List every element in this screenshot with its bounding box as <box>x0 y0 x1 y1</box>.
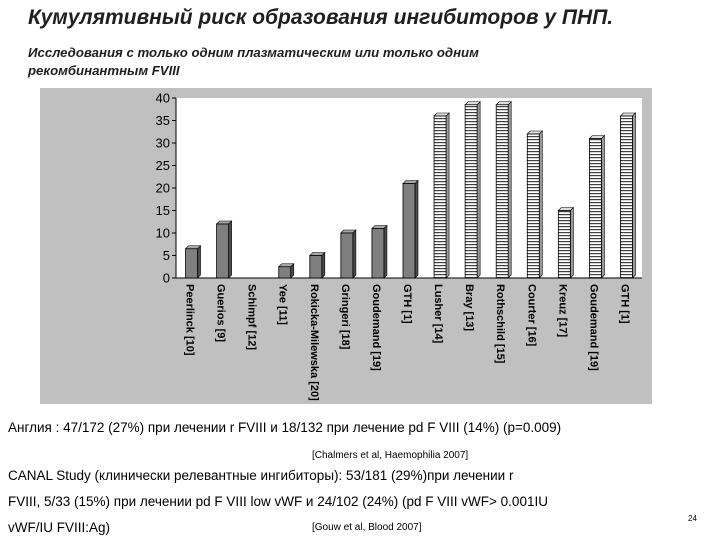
canal-study-line-3: vWF/IU FVIII:Ag) <box>8 520 111 535</box>
x-category-label: GTH [1] <box>618 284 630 324</box>
canal-study-line-1: CANAL Study (клинически релевантные инги… <box>8 468 514 483</box>
slide-subtitle: Исследования с только одним плазматическ… <box>28 44 688 80</box>
england-study-text: Англия : 47/172 (27%) при лечении r FVII… <box>8 420 562 435</box>
bar-side <box>507 101 512 279</box>
bar-side <box>445 112 450 279</box>
bar-top <box>433 112 450 117</box>
bar <box>620 115 633 279</box>
bar-side <box>601 134 605 279</box>
bar-top <box>278 263 295 268</box>
bar <box>340 232 354 279</box>
x-category-label: Peerlinck [10] <box>184 284 196 356</box>
source-annotation: Escuriola Ettingshausen et Kreuz, Haemop… <box>559 437 658 469</box>
x-axis-labels: Peerlinck [10] Guerios [9] Schimpf [12] Yee… <box>184 284 631 401</box>
x-category-label: Lusher [14] <box>432 284 444 344</box>
bar <box>216 223 230 279</box>
england-citation: [Chalmers et al, Haemophilia 2007] <box>312 450 469 461</box>
bar-side <box>538 130 543 279</box>
y-tick-label: 5 <box>163 248 170 263</box>
bar <box>464 104 478 279</box>
bar-side <box>352 229 357 279</box>
x-category-label: Goudemand [19] <box>587 284 599 371</box>
x-category-label: Kreuz [17] <box>556 284 568 338</box>
bar-side <box>197 245 201 279</box>
bar <box>526 133 540 279</box>
bar <box>185 248 198 279</box>
x-category-label: Gringeri [18] <box>339 284 351 350</box>
bar <box>495 104 509 279</box>
bar-top <box>495 101 512 106</box>
bar <box>278 266 292 279</box>
subtitle-line-1: Исследования с только одним плазматическ… <box>28 45 479 60</box>
y-tick-label: 0 <box>163 271 170 286</box>
bar-side <box>383 224 388 279</box>
x-category-label: Guerios [9] <box>215 284 227 342</box>
x-category-label: Courter [16] <box>525 284 537 347</box>
bars <box>184 101 637 279</box>
y-tick-label: 15 <box>156 203 170 218</box>
bar <box>402 183 416 279</box>
bar <box>433 115 447 279</box>
subtitle-line-2: рекомбинантным FVIII <box>28 63 180 78</box>
bar-top <box>557 207 575 211</box>
bar-top <box>619 112 637 117</box>
x-category-label: Rothschild [15] <box>494 284 506 364</box>
x-category-label: Goudemand [19] <box>370 284 382 371</box>
bar <box>309 255 323 279</box>
slide-title: Кумулятивный риск образования ингибиторо… <box>28 6 614 29</box>
y-tick-label: 40 <box>156 91 170 106</box>
bar <box>557 210 571 279</box>
bar-side <box>414 179 419 279</box>
bar-top <box>464 101 481 106</box>
y-tick-label: 25 <box>156 158 170 173</box>
bar-top <box>371 225 388 229</box>
bar-side <box>476 101 481 279</box>
x-category-label: Rokicka-Milewska [20] <box>308 284 320 401</box>
x-category-label: GTH [1] <box>401 284 413 324</box>
page-number: 24 <box>688 514 697 523</box>
bar-side <box>570 206 574 279</box>
y-tick-label: 20 <box>156 181 170 196</box>
canal-citation: [Gouw et al, Blood 2007] <box>312 522 422 533</box>
bar-side <box>632 112 636 279</box>
bar <box>589 138 602 279</box>
bar-top <box>402 180 419 184</box>
inhibitor-risk-bar-chart: 0 5 10 15 20 25 30 35 40 Peerlinck [10] Guerios [… <box>156 91 642 401</box>
bar-side <box>228 220 232 279</box>
y-tick-label: 35 <box>156 113 170 128</box>
bar-top <box>215 220 233 225</box>
bar <box>371 228 385 279</box>
y-tick-label: 30 <box>156 136 170 151</box>
bar-side <box>321 251 326 279</box>
x-category-label: Schimpf [12] <box>246 284 258 350</box>
chart-panel: 0 5 10 15 20 25 30 35 40 Peerlinck [10] Guerios [… <box>40 88 658 469</box>
canal-study-line-2: FVIII, 5/33 (15%) при лечении pd F VIII … <box>8 494 548 509</box>
bar-top <box>340 229 357 234</box>
x-category-label: Yee [11] <box>277 284 289 325</box>
bar-top <box>526 130 543 135</box>
bar-top <box>184 245 202 250</box>
bar-top <box>588 135 606 139</box>
bar-top <box>309 252 326 256</box>
y-tick-label: 10 <box>156 226 170 241</box>
x-category-label: Bray [13] <box>463 284 475 331</box>
